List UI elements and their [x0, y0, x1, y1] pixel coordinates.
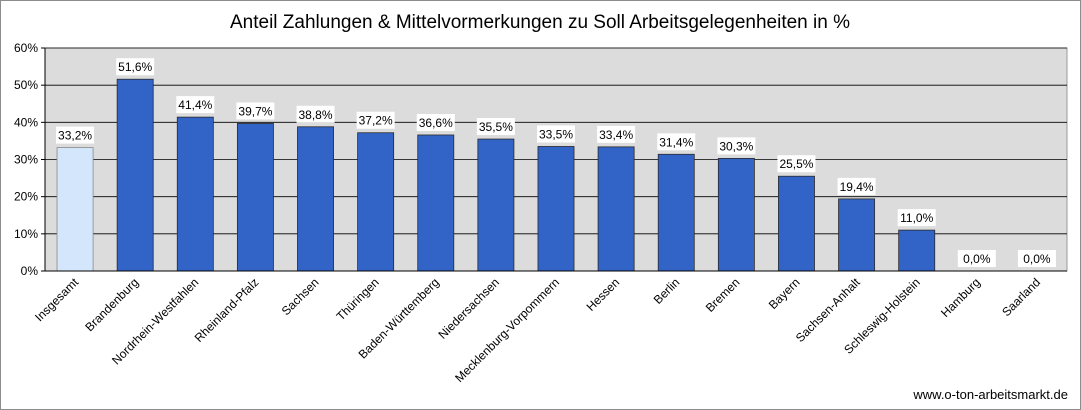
y-tick-label: 0%	[21, 264, 39, 278]
data-label-box	[236, 102, 275, 120]
data-label-box	[296, 105, 335, 123]
data-label-box	[777, 155, 816, 173]
data-label-box	[957, 250, 996, 267]
data-label-box	[657, 133, 696, 151]
y-tick-label: 10%	[14, 227, 38, 241]
bar	[357, 132, 395, 272]
bar	[657, 153, 695, 272]
data-label: 30,3%	[719, 139, 753, 153]
bar	[778, 175, 815, 272]
bar	[116, 78, 154, 272]
data-label: 41,4%	[178, 98, 212, 112]
data-label-box	[56, 126, 95, 144]
data-label: 38,8%	[299, 108, 333, 122]
data-label: 37,2%	[359, 114, 393, 128]
bar	[176, 116, 214, 272]
data-label: 33,2%	[58, 129, 92, 143]
data-label: 51,6%	[118, 60, 152, 74]
bar	[56, 147, 94, 272]
bar	[838, 198, 876, 272]
bar	[537, 146, 575, 272]
source-credit: www.o-ton-arbeitsmarkt.de	[912, 387, 1068, 402]
y-tick-label: 60%	[14, 41, 38, 55]
data-label: 39,7%	[238, 104, 272, 118]
data-label-box	[897, 209, 936, 227]
y-tick-label: 50%	[14, 78, 38, 92]
bar	[477, 138, 515, 272]
data-label-box	[356, 111, 395, 129]
data-label-box	[1017, 250, 1056, 267]
data-label: 35,5%	[479, 120, 513, 134]
data-label-box	[537, 125, 575, 143]
y-tick-label: 30%	[14, 153, 38, 167]
data-label-box	[176, 96, 215, 114]
data-label: 19,4%	[840, 180, 874, 194]
data-label-box	[717, 137, 756, 155]
bar	[717, 157, 755, 272]
data-label: 25,5%	[779, 157, 813, 171]
data-labels: 33,2% 51,6% 41,4% 39,7% 38,8% 37,2% 36,6% 35,5%…	[56, 58, 1056, 267]
bar	[898, 229, 936, 272]
data-label: 33,4%	[599, 128, 633, 142]
data-label-box	[416, 113, 455, 131]
data-label: 11,0%	[900, 211, 933, 225]
bar	[297, 126, 334, 272]
data-label: 0,0%	[1023, 252, 1051, 266]
bar	[236, 123, 274, 272]
data-label-box	[116, 58, 155, 76]
bar	[417, 134, 455, 272]
data-label: 36,6%	[419, 116, 453, 130]
data-label: 33,5%	[539, 127, 573, 141]
y-axis-ticks: 0% 10% 20% 30% 40% 50% 60%	[14, 41, 45, 278]
bar	[597, 146, 635, 272]
y-tick-label: 40%	[14, 115, 38, 129]
chart-title: Anteil Zahlungen & Mittelvormerkungen zu…	[230, 12, 850, 33]
data-label: 0,0%	[963, 252, 991, 266]
data-label: 31,4%	[659, 135, 693, 149]
data-label-box	[837, 177, 876, 195]
bars	[56, 78, 936, 272]
data-label-box	[597, 125, 636, 143]
data-label-box	[476, 118, 515, 136]
y-tick-label: 20%	[14, 190, 38, 204]
